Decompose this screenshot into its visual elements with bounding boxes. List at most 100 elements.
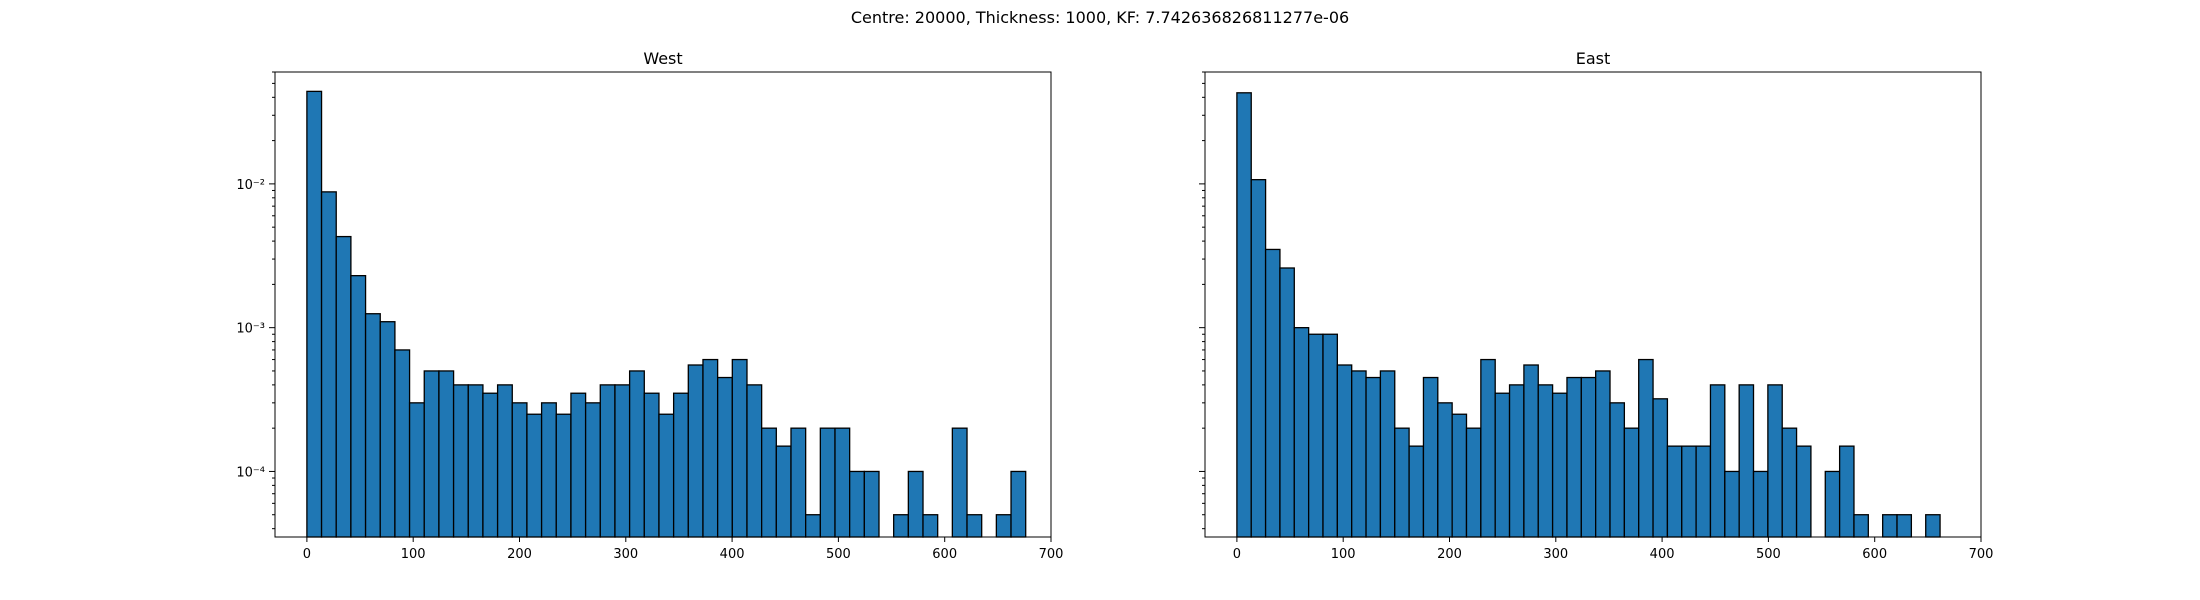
- east-histogram-bar: [1422, 376, 1439, 538]
- east-histogram-bar: [1494, 392, 1511, 538]
- east-panel-title: East: [1576, 49, 1611, 68]
- west-histogram-bar: [863, 470, 880, 538]
- east-x-tick-label: 600: [1862, 547, 1887, 562]
- east-histogram-bar: [1853, 514, 1869, 538]
- east-histogram-bar: [1236, 92, 1252, 538]
- east-histogram-bar: [1580, 376, 1597, 538]
- west-histogram-bar: [761, 427, 777, 538]
- west-histogram-bar: [643, 392, 660, 538]
- east-histogram-bar: [1638, 358, 1654, 538]
- west-histogram-bar: [335, 235, 352, 538]
- west-y-tick-label: 10⁻³: [236, 322, 265, 337]
- west-histogram-bar: [849, 470, 865, 538]
- east-histogram-bar: [1293, 327, 1310, 538]
- east-histogram-bar: [1480, 358, 1496, 538]
- west-histogram-bar: [408, 402, 425, 538]
- east-histogram-bar: [1379, 370, 1396, 538]
- west-histogram-bar: [540, 402, 557, 538]
- east-histogram-bar: [1681, 445, 1697, 538]
- west-x-tick-label: 600: [932, 547, 957, 562]
- east-histogram-bar: [1537, 384, 1554, 538]
- west-x-tick-label: 700: [1039, 547, 1064, 562]
- west-histogram-bar: [1010, 470, 1027, 538]
- east-histogram-bar: [1623, 427, 1640, 538]
- east-histogram-panel: 0 100 200 300 400 500 600 700 East: [1199, 49, 1993, 562]
- east-histogram-bar: [1551, 392, 1568, 538]
- east-histogram-bar: [1838, 445, 1855, 538]
- west-histogram-bar: [379, 321, 396, 538]
- west-histogram-bar: [819, 427, 836, 538]
- east-histogram-bar: [1566, 376, 1582, 538]
- east-histogram-bar: [1437, 402, 1453, 538]
- west-histogram-bar: [467, 384, 484, 538]
- east-x-tick-label: 200: [1437, 547, 1462, 562]
- east-histogram-bar: [1264, 248, 1281, 538]
- west-histogram-bar: [775, 445, 792, 538]
- east-histogram-bar: [1408, 445, 1425, 538]
- west-y-tick-label: 10⁻²: [236, 178, 265, 193]
- east-histogram-bar: [1709, 384, 1726, 538]
- west-histogram-panel: 0 100 200 300 400 500 600 700 10⁻² 10⁻³ 10⁻⁴ West: [236, 49, 1063, 562]
- west-histogram-bar: [672, 392, 689, 538]
- east-histogram-bar: [1695, 445, 1712, 538]
- east-x-tick-label: 400: [1650, 547, 1675, 562]
- east-histogram-bar: [1824, 470, 1841, 538]
- east-histogram-bar: [1307, 333, 1324, 538]
- west-histogram-bar: [716, 376, 733, 538]
- west-histogram-bar: [423, 370, 440, 538]
- west-histogram-bar: [438, 370, 455, 538]
- west-histogram-bar: [614, 384, 631, 538]
- east-histogram-bar: [1666, 445, 1683, 538]
- east-histogram-bar: [1609, 402, 1626, 538]
- east-x-tick-label: 300: [1543, 547, 1568, 562]
- west-histogram-bar: [628, 370, 645, 538]
- west-histogram-bar: [893, 514, 909, 538]
- east-histogram-bar: [1752, 470, 1769, 538]
- east-histogram-bar: [1781, 427, 1798, 538]
- east-histogram-bar: [1336, 364, 1353, 538]
- east-histogram-bar: [1279, 267, 1295, 538]
- west-histogram-bar: [364, 313, 381, 538]
- east-histogram-bar: [1652, 398, 1669, 538]
- west-panel-title: West: [643, 49, 682, 68]
- west-axes-frame: [274, 71, 1052, 538]
- east-histogram-bar: [1508, 384, 1525, 538]
- east-histogram-bar: [1767, 384, 1783, 538]
- west-histogram-bar: [306, 90, 323, 538]
- west-histogram-bar: [966, 514, 983, 538]
- east-histogram-bar: [1595, 370, 1611, 538]
- west-histogram-bar: [805, 514, 821, 538]
- east-histogram-bar: [1451, 413, 1468, 538]
- west-histogram-bar: [951, 427, 968, 538]
- figure-suptitle: Centre: 20000, Thickness: 1000, KF: 7.74…: [850, 8, 1350, 27]
- east-x-tick-label: 500: [1756, 547, 1781, 562]
- east-histogram-bar: [1882, 514, 1898, 538]
- west-histogram-bar: [584, 402, 601, 538]
- west-histogram-bar: [555, 413, 572, 538]
- west-histogram-bar: [570, 392, 587, 538]
- west-histogram-bar: [452, 384, 469, 538]
- west-x-tick-label: 500: [826, 547, 851, 562]
- east-histogram-bar: [1795, 445, 1812, 538]
- east-histogram-bar: [1896, 514, 1913, 538]
- west-histogram-bar: [834, 427, 851, 538]
- west-x-tick-label: 100: [401, 547, 426, 562]
- east-histogram-bar: [1351, 370, 1367, 538]
- west-histogram-bar: [746, 384, 763, 538]
- east-histogram-bar: [1322, 333, 1338, 538]
- west-histogram-bar: [511, 402, 528, 538]
- west-histogram-bar: [526, 413, 543, 538]
- west-histogram-bar: [907, 470, 924, 538]
- west-histogram-bar: [687, 364, 704, 538]
- west-x-tick-label: 300: [613, 547, 638, 562]
- west-histogram-bar: [995, 514, 1012, 538]
- east-x-tick-label: 0: [1233, 547, 1241, 562]
- west-histogram-bar: [922, 514, 939, 538]
- west-histogram-bar: [320, 191, 337, 538]
- east-histogram-bar: [1738, 384, 1755, 538]
- west-histogram-bar: [790, 427, 807, 538]
- west-histogram-bar: [350, 274, 367, 538]
- west-histogram-bar: [482, 392, 499, 538]
- west-x-tick-label: 0: [303, 547, 311, 562]
